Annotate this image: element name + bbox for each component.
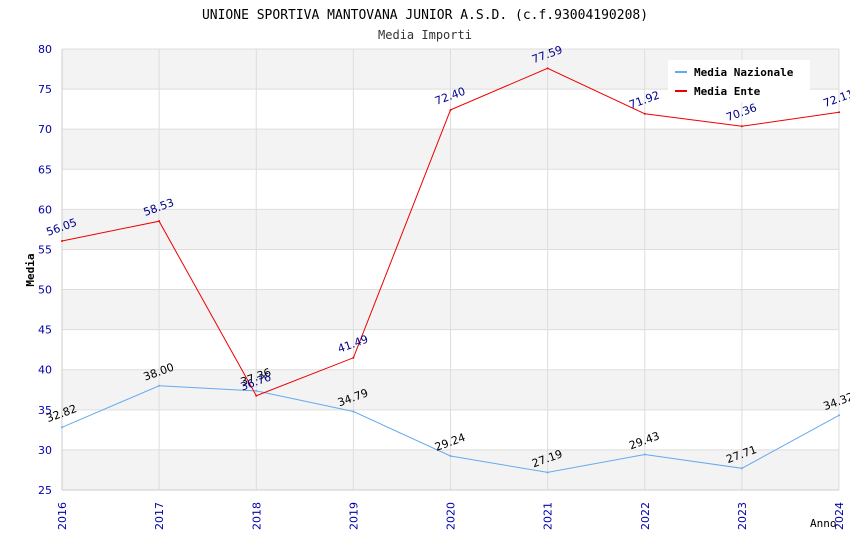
data-point — [740, 125, 743, 128]
y-tick-label: 25 — [38, 484, 52, 497]
data-point — [449, 108, 452, 111]
data-point — [61, 240, 63, 243]
x-tick-label: 2020 — [445, 502, 458, 530]
x-tick-label: 2018 — [250, 502, 263, 530]
y-tick-label: 45 — [38, 324, 52, 337]
legend: Media Nazionale Media Ente — [668, 60, 810, 102]
tick-labels: 25 30 35 40 45 50 55 60 65 70 75 80 2016 2017 2018 2019… — [38, 43, 846, 530]
y-axis-label: Media — [24, 253, 37, 286]
x-tick-label: 2019 — [347, 502, 360, 530]
data-point — [255, 394, 258, 397]
y-tick-label: 65 — [38, 163, 52, 176]
series-lines — [61, 67, 840, 474]
grid-lines — [61, 48, 840, 491]
y-tick-label: 70 — [38, 123, 52, 136]
legend-label: Media Ente — [694, 85, 761, 98]
data-point — [158, 384, 161, 387]
y-tick-label: 35 — [38, 404, 52, 417]
data-label: 72.11 — [822, 87, 850, 110]
axes — [61, 49, 839, 491]
data-point — [61, 426, 63, 429]
data-point — [546, 67, 549, 70]
data-point — [546, 471, 549, 474]
x-tick-label: 2016 — [56, 502, 69, 530]
y-tick-label: 30 — [38, 444, 52, 457]
data-point — [449, 455, 452, 458]
y-tick-label: 50 — [38, 284, 52, 297]
x-tick-label: 2021 — [542, 502, 555, 530]
legend-box — [668, 60, 810, 102]
legend-label: Media Nazionale — [694, 66, 794, 79]
data-point — [643, 453, 646, 456]
x-tick-label: 2017 — [153, 502, 166, 530]
y-tick-label: 60 — [38, 203, 52, 216]
data-point — [740, 467, 743, 470]
x-axis-label: Anno — [810, 517, 837, 530]
x-tick-label: 2024 — [833, 502, 846, 530]
chart-title: UNIONE SPORTIVA MANTOVANA JUNIOR A.S.D. … — [202, 8, 648, 23]
data-point — [352, 356, 355, 359]
data-point — [255, 389, 258, 392]
data-point — [158, 220, 161, 223]
x-tick-label: 2023 — [736, 502, 749, 530]
data-point — [838, 414, 840, 417]
data-point — [838, 111, 840, 114]
chart-subtitle: Media Importi — [378, 28, 472, 42]
y-tick-label: 55 — [38, 243, 52, 256]
data-point — [643, 112, 646, 115]
y-tick-label: 40 — [38, 364, 52, 377]
x-tick-label: 2022 — [639, 502, 652, 530]
y-tick-label: 80 — [38, 43, 52, 56]
y-tick-label: 75 — [38, 83, 52, 96]
data-point — [352, 410, 355, 413]
